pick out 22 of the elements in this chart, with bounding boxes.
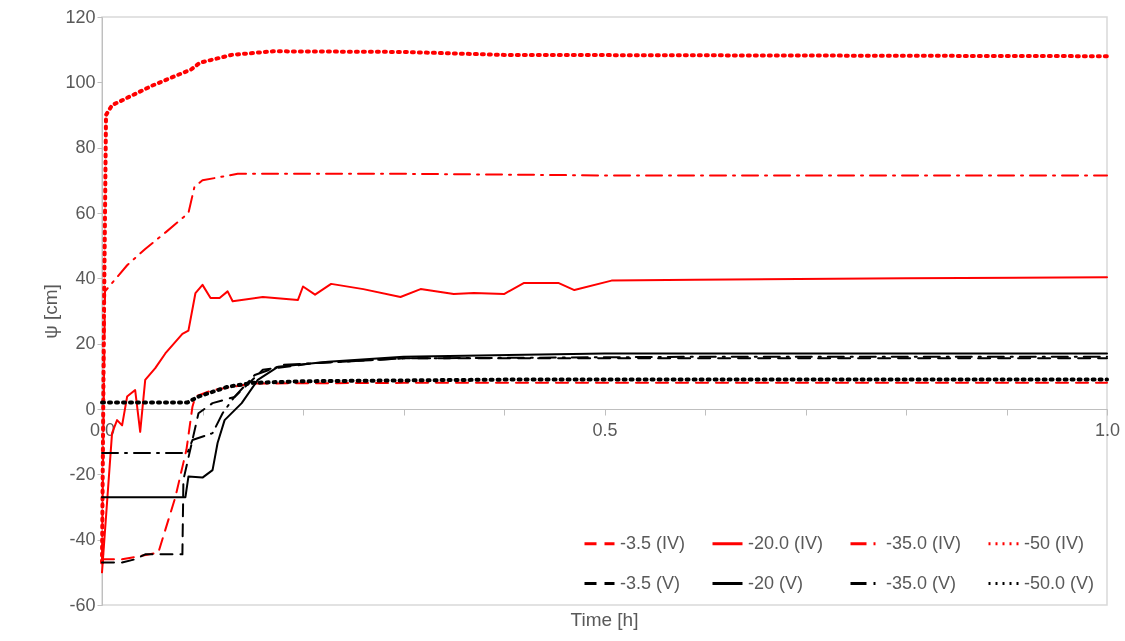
legend-label: -3.5 (V): [620, 572, 681, 593]
y-tick-label: 100: [65, 71, 96, 92]
legend-label: -35.0 (V): [886, 572, 957, 593]
y-tick-label: 80: [75, 137, 96, 158]
y-tick-label: 120: [65, 6, 96, 27]
x-axis-title: Time [h]: [570, 609, 639, 630]
y-tick-label: 40: [75, 267, 96, 288]
legend-label: -50.0 (V): [1024, 572, 1095, 593]
y-axis-title: ψ [cm]: [40, 284, 62, 339]
x-tick-label: 0.5: [592, 419, 618, 440]
legend-label: -3.5 (IV): [620, 532, 686, 553]
y-tick-label: -60: [69, 594, 96, 615]
y-tick-label: -40: [69, 529, 96, 550]
legend-label: -35.0 (IV): [886, 532, 962, 553]
y-tick-label: 20: [75, 333, 96, 354]
x-tick-label: 1.0: [1094, 419, 1121, 440]
y-tick-label: 0: [85, 398, 96, 419]
y-tick-label: -20: [69, 463, 96, 484]
legend-label: -50 (IV): [1024, 532, 1085, 553]
y-tick-label: 60: [75, 202, 96, 223]
legend-label: -20.0 (IV): [748, 532, 824, 553]
legend-label: -20 (V): [748, 572, 804, 593]
